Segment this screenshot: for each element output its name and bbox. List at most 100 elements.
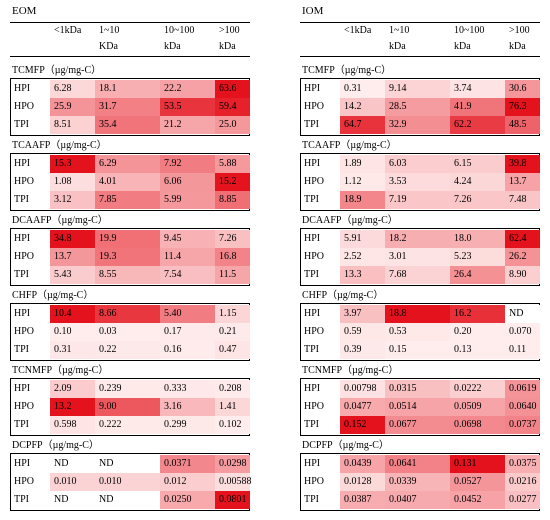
heatmap-cell: 18.9: [340, 191, 385, 209]
heatmap-cell: 0.0641: [385, 455, 450, 473]
heatmap-cell: 8.66: [95, 305, 160, 323]
block-title: TCAAFP（µg/mg-C）: [12, 140, 107, 151]
heatmap-cell: 0.0527: [450, 473, 505, 491]
heatmap-cell: 8.85: [215, 191, 250, 209]
block-title: CHFP（µg/mg-C）: [12, 290, 94, 301]
block-title: DCAAFP（µg/mg-C）: [302, 215, 398, 226]
header-rule: [300, 56, 540, 57]
row-label: HPO: [14, 326, 35, 337]
row-label: HPI: [14, 83, 31, 94]
heatmap-cell: 7.26: [215, 230, 250, 248]
block-title: DCPFP（µg/mg-C）: [12, 440, 99, 451]
heatmap-cell: 11.4: [160, 248, 215, 266]
heatmap-cell: 18.8: [385, 305, 450, 323]
heatmap-cell: 35.4: [95, 116, 160, 134]
heatmap-cell: 0.0407: [385, 491, 450, 509]
heatmap-cell: 0.17: [160, 323, 215, 341]
heatmap-cell: 0.0250: [160, 491, 215, 509]
heatmap-cell: 11.5: [215, 266, 250, 284]
heatmap-cell: 0.16: [160, 341, 215, 359]
heatmap-cell: 0.59: [340, 323, 385, 341]
heatmap-cell: 0.0222: [450, 380, 505, 398]
row-label: HPO: [304, 476, 325, 487]
heatmap-cell: ND: [95, 491, 160, 509]
heatmap-cell: 0.0128: [340, 473, 385, 491]
heatmap-cell: 0.13: [450, 341, 505, 359]
heatmap-cell: 3.16: [160, 398, 215, 416]
heatmap-cell: 0.0375: [505, 455, 540, 473]
row-label: HPI: [304, 158, 321, 169]
heatmap-cell: 0.333: [160, 380, 215, 398]
heatmap-cell: 0.010: [95, 473, 160, 491]
heatmap-cell: 8.51: [50, 116, 95, 134]
heatmap-cell: 0.00798: [340, 380, 385, 398]
column-header-line2: kDa: [454, 41, 471, 52]
heatmap-cell: 0.03: [95, 323, 160, 341]
heatmap-cell: 0.152: [340, 416, 385, 434]
heatmap-cell: 0.012: [160, 473, 215, 491]
heatmap-cell: 6.28: [50, 80, 95, 98]
heatmap-cell: 41.9: [450, 98, 505, 116]
heatmap-cell: 3.01: [385, 248, 450, 266]
heatmap-cell: 25.0: [215, 116, 250, 134]
heatmap-cell: 2.52: [340, 248, 385, 266]
heatmap-cell: 0.0387: [340, 491, 385, 509]
column-header-line1: <1kDa: [54, 25, 82, 36]
row-label: HPI: [14, 308, 31, 319]
heatmap-cell: 0.53: [385, 323, 450, 341]
heatmap-cell: 0.47: [215, 341, 250, 359]
heatmap-cell: 18.1: [95, 80, 160, 98]
heatmap-cell: 0.102: [215, 416, 250, 434]
heatmap-cell: 0.0315: [385, 380, 450, 398]
heatmap-cell: 3.53: [385, 173, 450, 191]
heatmap-cell: 59.4: [215, 98, 250, 116]
row-label: TPI: [304, 194, 319, 205]
heatmap-cell: 32.9: [385, 116, 450, 134]
heatmap-cell: 53.5: [160, 98, 215, 116]
heatmap-cell: 13.7: [50, 248, 95, 266]
heatmap-cell: ND: [95, 455, 160, 473]
block-title: DCPFP（µg/mg-C）: [302, 440, 389, 451]
heatmap-cell: 0.0619: [505, 380, 540, 398]
heatmap-cell: ND: [50, 455, 95, 473]
heatmap-cell: 0.0452: [450, 491, 505, 509]
block-title: TCMFP（µg/mg-C）: [12, 65, 102, 76]
column-header-line1: >100: [509, 25, 530, 36]
heatmap-cell: 39.8: [505, 155, 540, 173]
heatmap-cell: 0.0737: [505, 416, 540, 434]
heatmap-cell: 0.239: [95, 380, 160, 398]
heatmap-cell: 13.3: [340, 266, 385, 284]
heatmap-cell: 4.01: [95, 173, 160, 191]
heatmap-cell: 8.90: [505, 266, 540, 284]
heatmap-cell: 15.3: [50, 155, 95, 173]
column-header-line2: kDa: [389, 41, 406, 52]
block-title: TCNMFP（µg/mg-C）: [302, 365, 399, 376]
column-header-line2: kDa: [164, 41, 181, 52]
row-label: TPI: [14, 344, 29, 355]
heatmap-cell: 7.85: [95, 191, 160, 209]
heatmap-cell: 9.14: [385, 80, 450, 98]
heatmap-cell: 0.0698: [450, 416, 505, 434]
top-rule: [300, 22, 540, 23]
heatmap-cell: 10.4: [50, 305, 95, 323]
row-label: TPI: [304, 269, 319, 280]
heatmap-cell: 7.92: [160, 155, 215, 173]
heatmap-cell: 0.0277: [505, 491, 540, 509]
heatmap-cell: 0.0677: [385, 416, 450, 434]
heatmap-cell: 0.299: [160, 416, 215, 434]
heatmap-cell: 1.89: [340, 155, 385, 173]
heatmap-cell: 0.00588: [215, 473, 252, 491]
heatmap-cell: 16.2: [450, 305, 505, 323]
heatmap-cell: 0.39: [340, 341, 385, 359]
heatmap-cell: 76.3: [505, 98, 540, 116]
heatmap-cell: 0.131: [450, 455, 505, 473]
heatmap-cell: 22.2: [160, 80, 215, 98]
row-label: TPI: [14, 194, 29, 205]
heatmap-cell: 34.8: [50, 230, 95, 248]
column-header-line1: <1kDa: [344, 25, 372, 36]
top-rule: [10, 22, 250, 23]
heatmap-cell: 0.208: [215, 380, 250, 398]
row-label: TPI: [14, 494, 29, 505]
heatmap-cell: 1.41: [215, 398, 250, 416]
heatmap-cell: 3.97: [340, 305, 385, 323]
